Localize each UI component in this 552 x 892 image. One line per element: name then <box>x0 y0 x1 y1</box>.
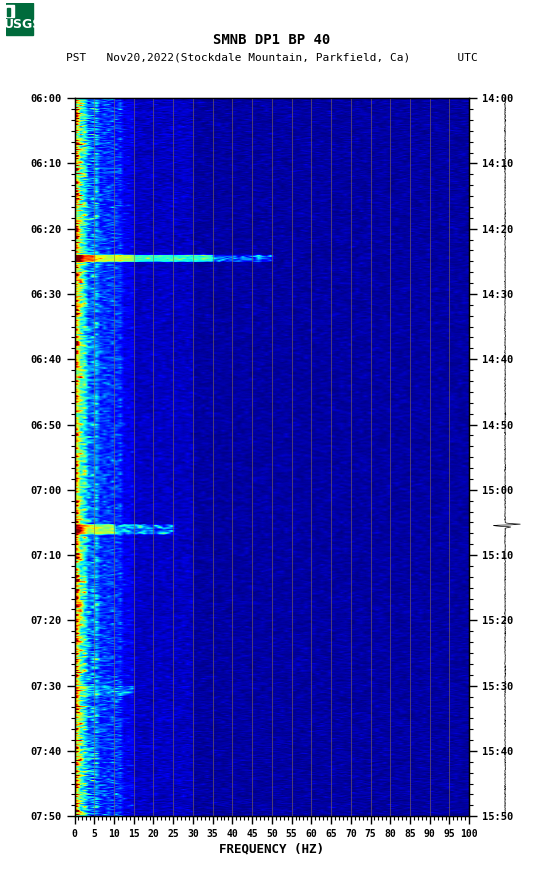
Text: SMNB DP1 BP 40: SMNB DP1 BP 40 <box>213 33 331 47</box>
Bar <box>7 8 10 16</box>
Bar <box>6 3 33 36</box>
Bar <box>6 4 14 17</box>
Text: PST   Nov20,2022(Stockdale Mountain, Parkfield, Ca)       UTC: PST Nov20,2022(Stockdale Mountain, Parkf… <box>66 53 477 63</box>
Text: USGS: USGS <box>4 18 43 30</box>
X-axis label: FREQUENCY (HZ): FREQUENCY (HZ) <box>219 842 325 855</box>
